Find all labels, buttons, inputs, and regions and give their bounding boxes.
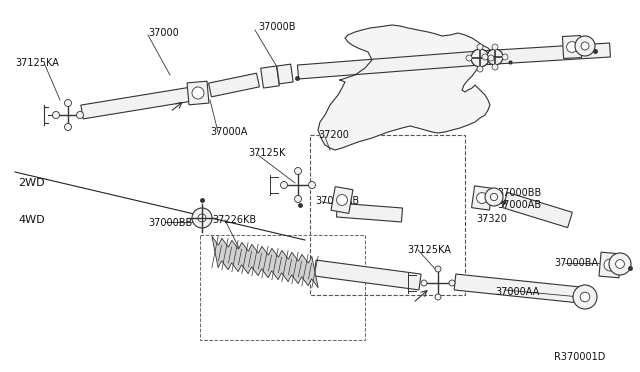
Bar <box>599 252 621 278</box>
Circle shape <box>573 285 597 309</box>
Circle shape <box>198 214 206 222</box>
Circle shape <box>488 55 494 61</box>
Circle shape <box>609 253 631 275</box>
Bar <box>472 186 492 210</box>
Circle shape <box>477 193 488 203</box>
Circle shape <box>604 259 616 271</box>
Bar <box>502 192 572 228</box>
Text: 4WD: 4WD <box>18 215 45 225</box>
Circle shape <box>52 112 60 119</box>
Circle shape <box>337 195 348 205</box>
Circle shape <box>477 66 483 72</box>
Circle shape <box>466 55 472 61</box>
Circle shape <box>492 44 498 50</box>
Circle shape <box>477 44 483 50</box>
Polygon shape <box>212 236 318 288</box>
Text: 37000AB: 37000AB <box>315 196 359 206</box>
Circle shape <box>192 208 212 228</box>
Circle shape <box>566 42 577 52</box>
Circle shape <box>449 280 455 286</box>
Bar <box>563 36 582 58</box>
Circle shape <box>471 49 489 67</box>
Bar <box>277 64 293 84</box>
Text: 37125K: 37125K <box>248 148 285 158</box>
Text: 37000AB: 37000AB <box>497 200 541 210</box>
Circle shape <box>502 54 508 60</box>
Text: 37125KA: 37125KA <box>15 58 59 68</box>
Circle shape <box>77 112 83 119</box>
Circle shape <box>487 49 503 65</box>
Text: 37000BA: 37000BA <box>554 258 598 268</box>
Polygon shape <box>318 25 495 150</box>
Text: R370001D: R370001D <box>554 352 605 362</box>
Text: 37000: 37000 <box>148 28 179 38</box>
Text: 2WD: 2WD <box>18 178 45 188</box>
Text: 37125KA: 37125KA <box>407 245 451 255</box>
Text: 37000AA: 37000AA <box>495 287 540 297</box>
Circle shape <box>280 182 287 189</box>
Bar <box>81 87 193 119</box>
Text: 37000BB: 37000BB <box>148 218 192 228</box>
Circle shape <box>492 64 498 70</box>
Circle shape <box>65 99 72 106</box>
Circle shape <box>616 260 625 269</box>
Bar <box>200 235 365 340</box>
Bar <box>310 135 465 295</box>
Circle shape <box>192 87 204 99</box>
Bar <box>337 203 403 222</box>
Bar <box>331 187 353 214</box>
Circle shape <box>421 280 427 286</box>
Text: 37320: 37320 <box>476 214 507 224</box>
Bar <box>314 260 421 290</box>
Bar <box>187 81 209 105</box>
Bar <box>454 274 581 303</box>
Text: 37226KB: 37226KB <box>212 215 256 225</box>
Circle shape <box>435 266 441 272</box>
Circle shape <box>294 196 301 202</box>
Bar <box>209 73 259 97</box>
Circle shape <box>294 167 301 174</box>
Circle shape <box>490 193 498 201</box>
Circle shape <box>435 294 441 300</box>
Bar <box>298 51 481 79</box>
Circle shape <box>65 124 72 131</box>
Circle shape <box>580 292 590 302</box>
Text: 37000B: 37000B <box>258 22 296 32</box>
Circle shape <box>485 188 503 206</box>
Text: 37000BB: 37000BB <box>497 188 541 198</box>
Bar <box>260 66 279 88</box>
Circle shape <box>308 182 316 189</box>
Circle shape <box>581 42 589 50</box>
Text: 37000A: 37000A <box>210 127 248 137</box>
Circle shape <box>575 36 595 56</box>
Text: 37200: 37200 <box>318 130 349 140</box>
Bar <box>479 43 611 65</box>
Circle shape <box>482 54 488 60</box>
